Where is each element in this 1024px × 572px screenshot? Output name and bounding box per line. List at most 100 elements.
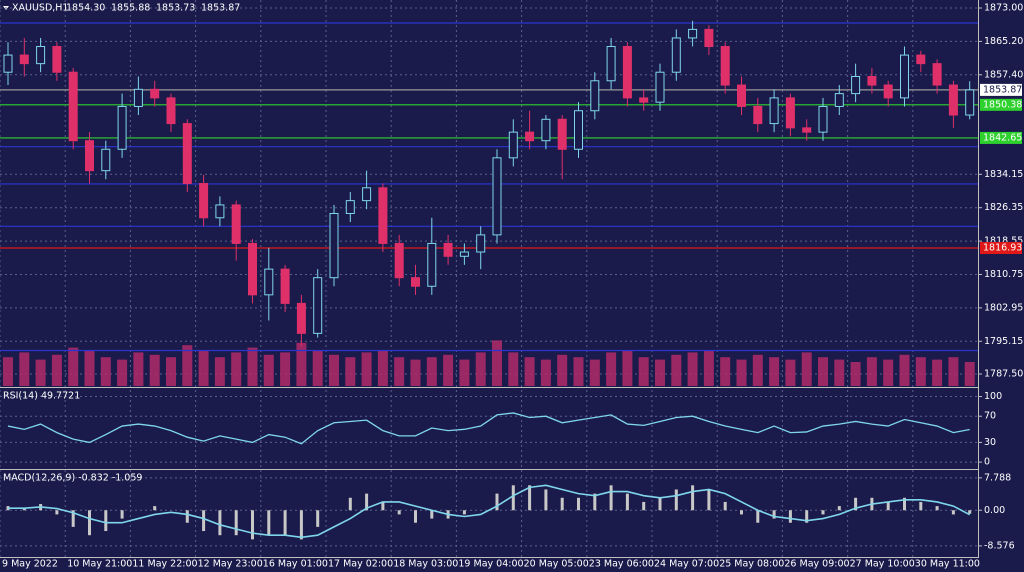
macd-bar — [821, 510, 825, 515]
candle-body — [525, 131, 535, 142]
macd-bar — [903, 497, 906, 511]
macd-bar — [772, 510, 776, 519]
macd-bar — [837, 506, 841, 511]
candle-body — [52, 46, 62, 73]
candle-body — [362, 187, 372, 202]
y-tick-label: -8.576 — [984, 540, 1015, 551]
volume-bar — [231, 352, 242, 386]
macd-bar — [625, 493, 629, 511]
volume-bar — [622, 350, 633, 386]
y-tick-label: 1865.20 — [984, 36, 1023, 47]
volume-bar — [492, 340, 502, 386]
macd-bar — [22, 508, 26, 511]
macd-bar — [723, 501, 727, 511]
volume-bar — [964, 362, 975, 386]
volume-bar — [100, 357, 111, 386]
candle-body — [231, 204, 241, 244]
symbol-title: XAUUSD,H1 — [12, 3, 68, 14]
volume-bar — [769, 357, 780, 386]
macd-bar — [511, 485, 515, 511]
volume-bar — [883, 359, 894, 386]
candle-body — [3, 54, 13, 73]
volume-bar — [671, 354, 682, 386]
candle-body — [85, 140, 94, 172]
volume-bar — [133, 352, 144, 386]
candle-body — [215, 204, 225, 219]
candle-body — [932, 63, 942, 86]
candle-body — [541, 118, 551, 142]
price-label: 1842.65 — [983, 132, 1022, 143]
candle-body — [280, 268, 290, 304]
quote-value: 1853.87 — [201, 3, 240, 14]
macd-bar — [202, 510, 206, 532]
indicator-title: MACD(12,26,9) -0.832 -1.059 — [3, 473, 142, 484]
volume-bar — [280, 352, 291, 386]
volume-bar — [948, 357, 959, 386]
macd-bar — [185, 510, 189, 523]
y-tick-label: 0.00 — [984, 505, 1005, 516]
volume-bar — [834, 359, 845, 386]
candle-body — [36, 46, 46, 65]
y-tick-label: 0 — [984, 457, 990, 468]
volume-bar — [51, 354, 62, 386]
volume-bar — [801, 352, 812, 386]
volume-bar — [35, 359, 46, 386]
volume-bar — [3, 357, 13, 386]
y-tick-label: 1802.95 — [984, 302, 1023, 313]
candle-body — [199, 183, 209, 219]
candle-body — [574, 110, 583, 150]
macd-bar — [756, 510, 760, 523]
macd-bar — [544, 489, 548, 511]
candle-body — [557, 118, 567, 150]
candle-body — [965, 89, 975, 116]
volume-bar — [117, 359, 128, 386]
x-tick-label: 30 May 11:00 — [915, 559, 980, 570]
macd-bar — [919, 501, 923, 511]
macd-bar — [740, 510, 743, 515]
macd-bar — [397, 510, 401, 515]
volume-bar — [410, 359, 421, 386]
volume-bar — [214, 357, 225, 386]
volume-bar — [557, 354, 568, 386]
y-tick-label: 1834.15 — [984, 169, 1023, 180]
macd-bar — [299, 510, 303, 540]
macd-bar — [935, 506, 939, 511]
volume-bar — [818, 357, 828, 386]
price-label: 1853.87 — [983, 84, 1022, 95]
volume-bar — [655, 359, 665, 386]
volume-bar — [720, 357, 731, 386]
candle-body — [378, 187, 388, 244]
candle-body — [688, 28, 698, 39]
candle-body — [769, 97, 779, 125]
volume-bar — [915, 357, 926, 386]
macd-bar — [381, 501, 385, 511]
candle-body — [476, 234, 486, 253]
macd-bar — [267, 510, 271, 536]
macd-bar — [886, 501, 890, 511]
volume-bar — [475, 352, 486, 386]
candle-body — [720, 46, 730, 86]
candle-body — [68, 71, 78, 142]
macd-bar — [691, 485, 695, 511]
volume-bar — [443, 354, 454, 386]
candle-body — [655, 71, 665, 103]
x-tick-label: 10 May 21:00 — [67, 559, 132, 570]
candle-body — [459, 251, 469, 257]
x-tick-label: 9 May 2022 — [2, 559, 58, 570]
candle-body — [622, 46, 632, 99]
macd-bar — [55, 510, 59, 515]
volume-bar — [899, 354, 910, 386]
volume-bar — [149, 354, 160, 386]
volume-bar — [573, 357, 584, 386]
y-tick-label: 1873.00 — [984, 2, 1023, 13]
volume-bar — [263, 354, 274, 386]
macd-bar — [788, 510, 792, 523]
volume-bar — [540, 359, 551, 386]
candle-body — [753, 105, 763, 125]
volume-bar — [638, 357, 649, 386]
price-label: 1816.93 — [983, 243, 1022, 254]
y-tick-label: 70 — [984, 411, 996, 422]
x-tick-label: 27 May 10:00 — [850, 559, 915, 570]
candle-body — [867, 75, 877, 86]
candle-body — [948, 84, 958, 116]
